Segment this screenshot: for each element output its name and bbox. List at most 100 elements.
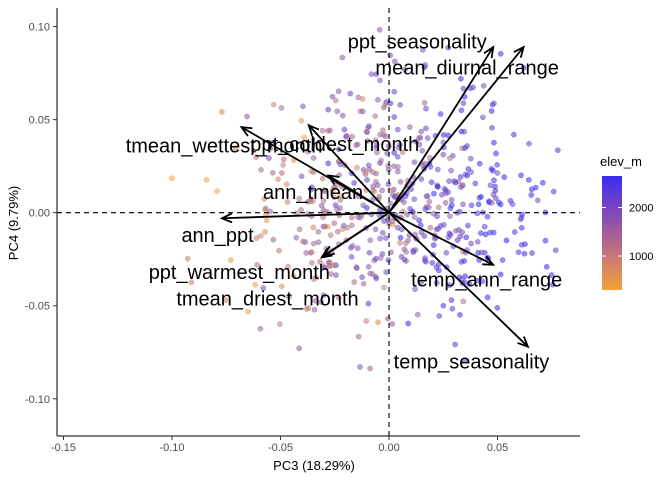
scatter-point [329,93,336,100]
scatter-point [515,249,522,256]
scatter-point [389,218,396,225]
reference-lines [57,8,580,436]
scatter-point [354,141,361,148]
scatter-point [203,176,210,183]
scatter-point [309,260,315,266]
scatter-point [377,77,383,84]
scatter-point [411,214,418,220]
scatter-point [184,255,191,262]
x-tick-label: -0.15 [51,442,76,454]
scatter-point [322,188,328,195]
scatter-point [188,279,195,286]
scatter-point [452,341,458,348]
scatter-point [362,169,369,175]
scatter-point [322,223,329,230]
scatter-point [254,261,260,268]
scatter-point [416,141,423,148]
scatter-point [423,193,430,200]
scatter-point [443,249,450,256]
scatter-point [421,100,428,106]
scatter-point [379,187,385,194]
y-tick-label: 0.05 [29,115,50,127]
scatter-point [276,247,282,254]
scatter-point [434,213,440,220]
scatter-point [285,263,291,270]
scatter-point [245,308,251,315]
scatter-point [489,199,495,206]
scatter-point [421,233,428,239]
scatter-point [334,206,340,213]
scatter-point [528,186,535,193]
scatter-point [534,197,541,204]
scatter-point [447,213,453,219]
scatter-point [363,318,370,324]
scatter-point [448,297,455,303]
scatter-point [286,293,292,300]
scatter-point [333,272,339,278]
axes: -0.15 -0.10 -0.05 0.00 0.05 -0.10 -0.05 0.00 0.0… [25,8,580,454]
loading-arrows [219,45,530,349]
scatter-point [315,239,322,245]
scatter-point [375,96,381,103]
scatter-point [405,320,412,327]
scatter-point [252,281,259,288]
scatter-point [320,207,327,213]
scatter-point [488,108,495,114]
scatter-point [529,250,535,256]
scatter-point [549,281,556,288]
scatter-point [402,240,409,247]
scatter-point [278,283,285,290]
y-tick-label: 0.00 [29,208,50,220]
scatter-point [244,113,250,120]
scatter-point [357,364,363,370]
scatter-point [457,233,463,240]
scatter-point [365,263,372,270]
scatter-point [472,180,479,187]
scatter-point [442,187,449,194]
scatter-point [458,259,465,265]
scatter-point [492,187,499,194]
scatter-point [270,236,277,243]
loading-label-ann-tmean: ann_tmean [263,182,363,204]
scatter-point [376,193,383,200]
scatter-point [423,125,429,132]
scatter-point [458,75,464,82]
scatter-point [318,299,325,305]
scatter-point [401,256,408,263]
scatter-point [355,214,361,220]
scatter-point [520,65,527,71]
y-axis-title: PC4 (9.79%) [6,186,21,260]
scatter-point [491,139,497,146]
scatter-point [433,280,440,286]
scatter-point [525,177,532,183]
scatter-point [214,188,221,194]
scatter-point [416,217,423,224]
scatter-point [428,179,435,186]
loading-arrow-ppt-coldest-month [307,123,390,214]
scatter-point [448,167,454,174]
scatter-point [427,224,434,231]
scatter-point [474,210,481,217]
scatter-point [426,198,433,205]
loading-arrow-ann-ppt [219,211,390,224]
loading-label-tmean-driest-month: tmean_driest_month [176,288,358,310]
scatter-point [422,62,429,68]
scatter-point [424,135,431,141]
scatter-point [372,226,379,233]
loading-arrow-ppt-seasonality [388,45,495,214]
scatter-point [434,166,441,173]
scatter-point [489,124,495,131]
scatter-point [395,163,401,170]
scatter-point [339,54,346,61]
scatter-point [376,26,383,33]
scatter-point [349,133,355,140]
scatter-point [499,257,506,263]
scatter-point [334,108,341,115]
scatter-point [447,205,454,212]
scatter-point [476,160,483,167]
scatter-point [370,183,376,190]
scatter-point [377,235,384,242]
scatter-point [479,278,485,285]
scatter-point [373,71,380,78]
scatter-point [302,239,309,245]
